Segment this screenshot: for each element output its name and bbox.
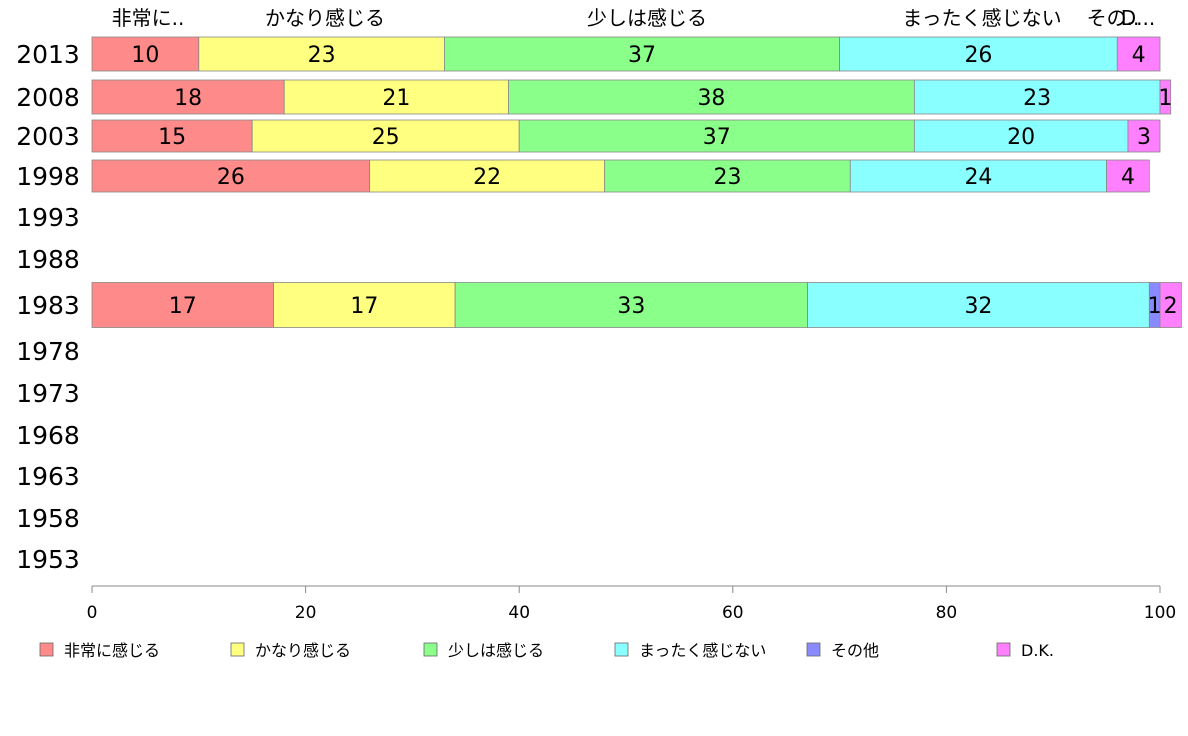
bar-value-label: 32 bbox=[964, 294, 992, 319]
y-tick-label: 1998 bbox=[16, 162, 80, 191]
series-top-label: 非常に.. bbox=[112, 6, 185, 30]
series-top-label: かなり感じる bbox=[265, 6, 385, 30]
bar-value-label: 3 bbox=[1137, 125, 1151, 150]
bar-value-label: 4 bbox=[1121, 165, 1135, 190]
bar-value-label: 21 bbox=[382, 86, 410, 111]
bar-value-label: 33 bbox=[617, 294, 645, 319]
legend-label: かなり感じる bbox=[255, 641, 351, 660]
series-top-label: 少しは感じる bbox=[587, 6, 707, 30]
legend-swatch bbox=[39, 642, 54, 657]
bar-segment bbox=[454, 282, 808, 328]
legend-label: その他 bbox=[831, 641, 879, 660]
bar-segment bbox=[913, 79, 1161, 115]
bar-value-label: 37 bbox=[703, 125, 731, 150]
bar-value-label: 38 bbox=[697, 86, 725, 111]
bar-value-label: 24 bbox=[964, 165, 992, 190]
legend-swatch bbox=[614, 642, 629, 657]
bar-segment bbox=[444, 36, 841, 72]
y-tick-label: 2008 bbox=[16, 83, 80, 112]
bar-value-label: 15 bbox=[158, 125, 186, 150]
bar-value-label: 20 bbox=[1007, 125, 1035, 150]
bar-segment bbox=[1159, 282, 1182, 328]
y-tick-label: 1963 bbox=[16, 462, 80, 491]
bar-segment bbox=[1106, 159, 1150, 193]
legend-swatch bbox=[423, 642, 438, 657]
bar-segment bbox=[91, 36, 200, 72]
legend-label: 少しは感じる bbox=[448, 641, 544, 660]
series-top-label: まったく感じない bbox=[902, 6, 1061, 30]
x-axis: 0 20 40 60 80 100 bbox=[87, 585, 1176, 623]
bar-value-label: 23 bbox=[308, 43, 336, 68]
bar-segment bbox=[1116, 36, 1161, 72]
bar-segment bbox=[1127, 119, 1161, 153]
y-tick-label: 1958 bbox=[16, 504, 80, 533]
x-tick-label: 40 bbox=[508, 603, 530, 623]
bar-segment bbox=[369, 159, 606, 193]
bar-segment bbox=[849, 159, 1108, 193]
bar-segment bbox=[91, 79, 285, 115]
bar-value-label: 23 bbox=[1023, 86, 1051, 111]
bar-value-label: 1 bbox=[1148, 294, 1162, 319]
series-top-label: D... bbox=[1121, 6, 1155, 30]
bar-segment bbox=[251, 119, 520, 153]
legend-swatch bbox=[996, 642, 1011, 657]
legend-label: 非常に感じる bbox=[64, 641, 160, 660]
legend-label: まったく感じない bbox=[639, 641, 766, 660]
bar-value-label: 25 bbox=[372, 125, 400, 150]
bar-segment bbox=[508, 79, 915, 115]
bar-value-label: 37 bbox=[628, 43, 656, 68]
series-top-labels: 非常に.. かなり感じる 少しは感じる まったく感じない その..D... bbox=[112, 6, 1156, 30]
bar-value-label: 4 bbox=[1132, 43, 1146, 68]
x-tick-label: 0 bbox=[87, 603, 98, 623]
bar-value-label: 22 bbox=[473, 165, 501, 190]
bar-value-label: 1 bbox=[1158, 86, 1172, 111]
bar-segment bbox=[91, 159, 371, 193]
legend-swatch bbox=[230, 642, 245, 657]
y-axis-labels: 2013 2008 2003 1998 1993 1988 1983 1978 1973 1968… bbox=[16, 40, 80, 574]
legend: 非常に感じる かなり感じる 少しは感じる まったく感じない その他 D.K. bbox=[39, 641, 1054, 660]
bar-value-label: 26 bbox=[964, 43, 992, 68]
y-tick-label: 1983 bbox=[16, 291, 80, 320]
x-tick-label: 100 bbox=[1144, 603, 1176, 623]
bar-segment bbox=[91, 282, 274, 328]
series-top-label: その.. bbox=[1087, 6, 1140, 30]
y-tick-label: 2013 bbox=[16, 40, 80, 69]
bar-segment bbox=[198, 36, 445, 72]
y-tick-label: 1973 bbox=[16, 379, 80, 408]
x-tick-label: 80 bbox=[936, 603, 958, 623]
x-tick-label: 60 bbox=[722, 603, 744, 623]
bar-segment bbox=[518, 119, 915, 153]
bar-value-label: 17 bbox=[350, 294, 378, 319]
y-tick-label: 1993 bbox=[16, 203, 80, 232]
bar-segment bbox=[91, 119, 253, 153]
legend-swatch bbox=[806, 642, 821, 657]
y-tick-label: 1978 bbox=[16, 337, 80, 366]
y-tick-label: 1968 bbox=[16, 421, 80, 450]
bar-segment bbox=[604, 159, 851, 193]
y-tick-label: 1953 bbox=[16, 545, 80, 574]
bar-segment bbox=[283, 79, 509, 115]
bars: 10 23 37 26 418 21 38 23 115 25 37 20 326 22 23 24 417 17… bbox=[91, 36, 1182, 328]
bar-value-label: 2 bbox=[1164, 294, 1178, 319]
y-tick-label: 2003 bbox=[16, 122, 80, 151]
bar-value-label: 10 bbox=[131, 43, 159, 68]
legend-label: D.K. bbox=[1021, 641, 1054, 660]
bar-segment bbox=[807, 282, 1150, 328]
bar-value-label: 26 bbox=[217, 165, 245, 190]
bar-value-label: 18 bbox=[174, 86, 202, 111]
bar-value-label: 23 bbox=[713, 165, 741, 190]
bar-segment bbox=[1159, 79, 1172, 115]
bar-value-label: 17 bbox=[169, 294, 197, 319]
y-tick-label: 1988 bbox=[16, 245, 80, 274]
x-tick-label: 20 bbox=[295, 603, 317, 623]
bar-segment bbox=[839, 36, 1118, 72]
